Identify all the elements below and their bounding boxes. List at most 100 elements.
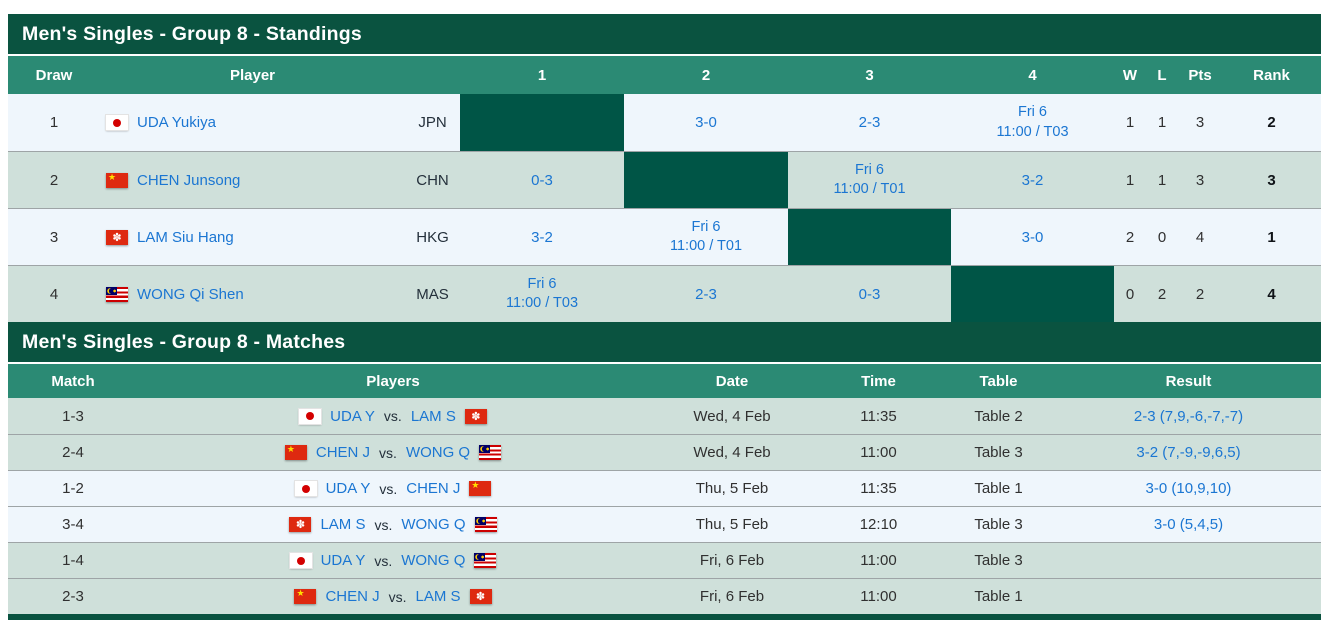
rank-value: 2 [1267, 114, 1276, 131]
score-link[interactable]: 2-3 [858, 114, 881, 131]
schedule-time-table: 11:00 / T01 [669, 238, 743, 254]
losses-value: 1 [1157, 171, 1167, 189]
col-wins: W [1122, 66, 1138, 84]
schedule-link[interactable]: Fri 6 11:00 / T03 [460, 275, 624, 313]
match-row: 1-3 UDA Y vs. LAM S Wed, 4 Feb 11:35 Tab… [8, 398, 1321, 434]
match-result-link[interactable]: 3-2 (7,-9,-9,6,5) [1136, 444, 1241, 461]
player-link[interactable]: WONG Q [401, 552, 466, 569]
malaysia-flag-icon [106, 286, 128, 302]
player-link[interactable]: CHEN Junsong [137, 171, 241, 189]
hongkong-flag-icon [289, 517, 312, 532]
points-value: 3 [1195, 114, 1205, 131]
matches-title-text: Men's Singles - Group 8 - Matches [22, 330, 346, 353]
schedule-link[interactable]: Fri 6 11:00 / T03 [951, 103, 1114, 141]
schedule-link[interactable]: Fri 6 11:00 / T01 [624, 218, 788, 256]
diagonal-cell [951, 266, 1114, 322]
match-row: 1-4 UDA Y vs. WONG Q Fri, 6 Feb 11:00 Ta… [8, 542, 1321, 578]
losses-value: 0 [1157, 228, 1167, 246]
match-row: 2-4 CHEN J vs. WONG Q Wed, 4 Feb 11:00 T… [8, 434, 1321, 470]
player-cell: WONG Qi Shen [100, 286, 405, 303]
score-link[interactable]: 0-3 [858, 285, 881, 303]
match-table: Table 1 [974, 480, 1023, 497]
match-number: 1-4 [62, 552, 84, 569]
player-link[interactable]: UDA Y [325, 480, 371, 497]
player-cell: CHEN Junsong [100, 172, 405, 189]
standings-row: 2 CHEN Junsong CHN 0-3 Fri 6 11:00 / T01… [8, 151, 1321, 208]
player-link[interactable]: WONG Q [405, 444, 471, 461]
draw-number: 4 [49, 285, 59, 303]
score-link[interactable]: 2-3 [695, 285, 717, 303]
schedule-date: Fri 6 [691, 218, 721, 235]
standings-title-text: Men's Singles - Group 8 - Standings [22, 22, 362, 45]
score-link[interactable]: 0-3 [531, 171, 553, 189]
match-table: Table 3 [974, 516, 1023, 533]
player-link[interactable]: LAM S [320, 516, 366, 533]
player-link[interactable]: LAM S [410, 407, 456, 425]
wins-value: 0 [1125, 285, 1135, 303]
match-players: CHEN J vs. WONG Q [138, 444, 648, 461]
china-flag-icon [469, 481, 492, 496]
match-time: 11:35 [860, 480, 897, 497]
player-link[interactable]: CHEN J [315, 444, 371, 461]
match-row: 1-2 UDA Y vs. CHEN J Thu, 5 Feb 11:35 Ta… [8, 470, 1321, 506]
score-link[interactable]: 3-2 [1021, 171, 1044, 189]
match-number: 3-4 [62, 516, 84, 533]
col-players: Players [366, 372, 420, 390]
match-result-link[interactable]: 3-0 (10,9,10) [1145, 480, 1232, 497]
player-link[interactable]: LAM Siu Hang [137, 228, 234, 246]
country-code: JPN [418, 114, 447, 131]
match-date: Wed, 4 Feb [693, 407, 771, 425]
match-table: Table 1 [974, 588, 1023, 605]
malaysia-flag-icon [474, 553, 497, 568]
standings-row: 1 UDA Yukiya JPN 3-0 2-3 Fri 6 11:00 / T… [8, 94, 1321, 151]
vs-label: vs. [379, 480, 398, 497]
vs-label: vs. [374, 552, 393, 569]
player-link[interactable]: UDA Y [330, 407, 375, 425]
player-link[interactable]: UDA Yukiya [137, 114, 216, 131]
schedule-time-table: 11:00 / T03 [996, 123, 1069, 140]
match-table: Table 2 [974, 407, 1023, 425]
match-result-link[interactable]: 2-3 (7,9,-6,-7,-7) [1133, 407, 1244, 425]
diagonal-cell [624, 152, 788, 208]
player-link[interactable]: WONG Q [401, 516, 466, 533]
match-players: UDA Y vs. WONG Q [138, 552, 648, 569]
match-date: Fri, 6 Feb [699, 588, 765, 605]
table-bottom-border [8, 614, 1321, 620]
schedule-link[interactable]: Fri 6 11:00 / T01 [788, 161, 951, 199]
diagonal-cell [788, 209, 951, 265]
player-link[interactable]: LAM S [415, 588, 461, 605]
wins-value: 1 [1125, 114, 1135, 131]
col-table: Table [979, 372, 1018, 390]
match-result-link[interactable]: 3-0 (5,4,5) [1153, 516, 1224, 533]
match-players: UDA Y vs. LAM S [138, 408, 648, 425]
schedule-date: Fri 6 [855, 161, 884, 178]
player-cell: LAM Siu Hang [100, 229, 405, 246]
col-time: Time [861, 372, 896, 390]
player-link[interactable]: CHEN J [325, 588, 380, 605]
col-date: Date [715, 372, 749, 390]
malaysia-flag-icon [479, 445, 502, 460]
points-value: 2 [1195, 285, 1205, 303]
score-link[interactable]: 3-0 [695, 114, 717, 131]
match-table: Table 3 [974, 552, 1023, 569]
wins-value: 2 [1125, 228, 1135, 246]
rank-value: 1 [1267, 228, 1276, 246]
schedule-time-table: 11:00 / T03 [505, 295, 579, 311]
score-link[interactable]: 3-0 [1021, 228, 1044, 246]
points-value: 3 [1195, 171, 1205, 189]
losses-value: 1 [1157, 114, 1167, 131]
losses-value: 2 [1157, 285, 1167, 303]
draw-number: 2 [49, 171, 59, 189]
col-player: Player [229, 66, 276, 84]
player-link[interactable]: WONG Qi Shen [137, 285, 244, 303]
japan-flag-icon [294, 481, 317, 496]
player-link[interactable]: UDA Y [320, 552, 366, 569]
score-link[interactable]: 3-2 [531, 228, 553, 246]
rank-value: 3 [1267, 171, 1276, 189]
player-link[interactable]: CHEN J [406, 480, 461, 497]
match-number: 2-4 [62, 444, 84, 461]
match-table: Table 3 [974, 444, 1023, 461]
vs-label: vs. [383, 408, 402, 424]
match-players: CHEN J vs. LAM S [138, 588, 648, 605]
match-date: Wed, 4 Feb [693, 444, 771, 461]
